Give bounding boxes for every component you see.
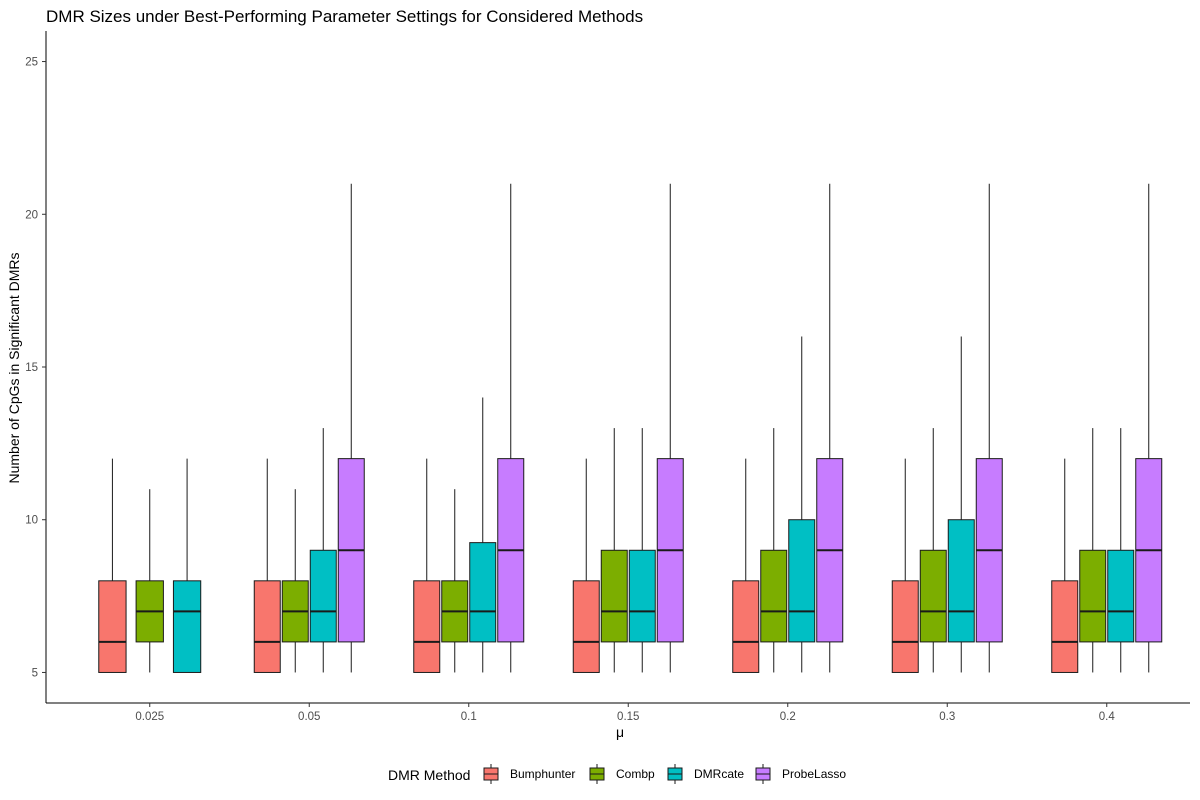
x-tick-label: 0.025	[135, 711, 164, 723]
box-iqr	[572, 580, 600, 673]
legend-item-combp: Combp	[589, 764, 655, 784]
x-tick-label: 0.3	[939, 711, 955, 723]
box-iqr	[469, 542, 497, 643]
legend-title: DMR Method	[388, 767, 470, 783]
box-bumphunter-0.2	[732, 458, 760, 673]
box-dmrcate-0.4	[1107, 428, 1135, 673]
box-dmrcate-0.15	[628, 428, 656, 673]
box-probelasso-0.1	[497, 183, 525, 673]
chart-title: DMR Sizes under Best-Performing Paramete…	[46, 7, 643, 26]
plot-area	[98, 183, 1163, 673]
y-axis-title: Number of CpGs in Significant DMRs	[6, 252, 22, 483]
x-tick-label: 0.1	[461, 711, 477, 723]
box-combp-0.1	[441, 489, 469, 673]
box-probelasso-0.2	[816, 183, 844, 673]
box-combp-0.15	[600, 428, 628, 673]
box-bumphunter-0.1	[413, 458, 441, 673]
box-dmrcate-0.3	[947, 336, 975, 673]
y-tick-label: 15	[25, 362, 38, 374]
box-probelasso-0.15	[656, 183, 684, 673]
legend-label: Bumphunter	[510, 767, 575, 781]
box-iqr	[413, 580, 441, 673]
box-combp-0.3	[919, 428, 947, 673]
box-probelasso-0.3	[975, 183, 1003, 673]
box-iqr	[253, 580, 281, 673]
box-iqr	[760, 549, 788, 643]
box-iqr	[947, 519, 975, 643]
box-bumphunter-0.3	[891, 458, 919, 673]
legend-label: Combp	[616, 767, 655, 781]
legend-label: DMRcate	[694, 767, 744, 781]
box-iqr	[788, 519, 816, 643]
box-combp-0.025	[135, 489, 164, 673]
x-tick-label: 0.2	[780, 711, 796, 723]
box-iqr	[891, 580, 919, 673]
legend-label: ProbeLasso	[782, 767, 846, 781]
box-dmrcate-0.025	[172, 458, 202, 673]
box-combp-0.4	[1079, 428, 1107, 673]
box-iqr	[309, 549, 337, 643]
box-bumphunter-0.025	[98, 458, 127, 673]
box-iqr	[1051, 580, 1079, 673]
legend-item-probelasso: ProbeLasso	[755, 764, 846, 784]
axes: 5 10 15 20 25 0.025 0.05 0.1 0.15 0.2 0.3 0.4	[25, 31, 1190, 723]
box-dmrcate-0.2	[788, 336, 816, 673]
box-iqr	[628, 549, 656, 643]
y-tick-label: 5	[32, 667, 38, 679]
x-tick-label: 0.05	[298, 711, 320, 723]
box-dmrcate-0.05	[309, 428, 337, 673]
box-combp-0.2	[760, 428, 788, 673]
box-bumphunter-0.05	[253, 458, 281, 673]
box-bumphunter-0.4	[1051, 458, 1079, 673]
x-tick-label: 0.4	[1099, 711, 1116, 723]
legend-item-bumphunter: Bumphunter	[483, 764, 575, 784]
box-probelasso-0.05	[337, 183, 365, 673]
y-tick-label: 10	[25, 515, 38, 527]
box-dmrcate-0.1	[469, 397, 497, 673]
box-iqr	[1079, 549, 1107, 643]
box-probelasso-0.4	[1135, 183, 1163, 673]
legend-items: Bumphunter Combp DMRcate ProbeLasso	[483, 764, 846, 784]
box-iqr	[919, 549, 947, 643]
box-iqr	[1107, 549, 1135, 643]
box-bumphunter-0.15	[572, 458, 600, 673]
y-tick-label: 20	[25, 209, 38, 221]
box-iqr	[98, 580, 127, 673]
box-iqr	[172, 580, 202, 673]
box-combp-0.05	[281, 489, 309, 673]
x-axis-title: μ	[616, 724, 624, 740]
legend: DMR Method Bumphunter Combp DMRcate ProbeLa…	[388, 764, 846, 784]
legend-item-dmrcate: DMRcate	[667, 764, 744, 784]
y-tick-label: 25	[25, 57, 38, 69]
box-iqr	[732, 580, 760, 673]
x-tick-label: 0.15	[617, 711, 639, 723]
box-iqr	[600, 549, 628, 643]
